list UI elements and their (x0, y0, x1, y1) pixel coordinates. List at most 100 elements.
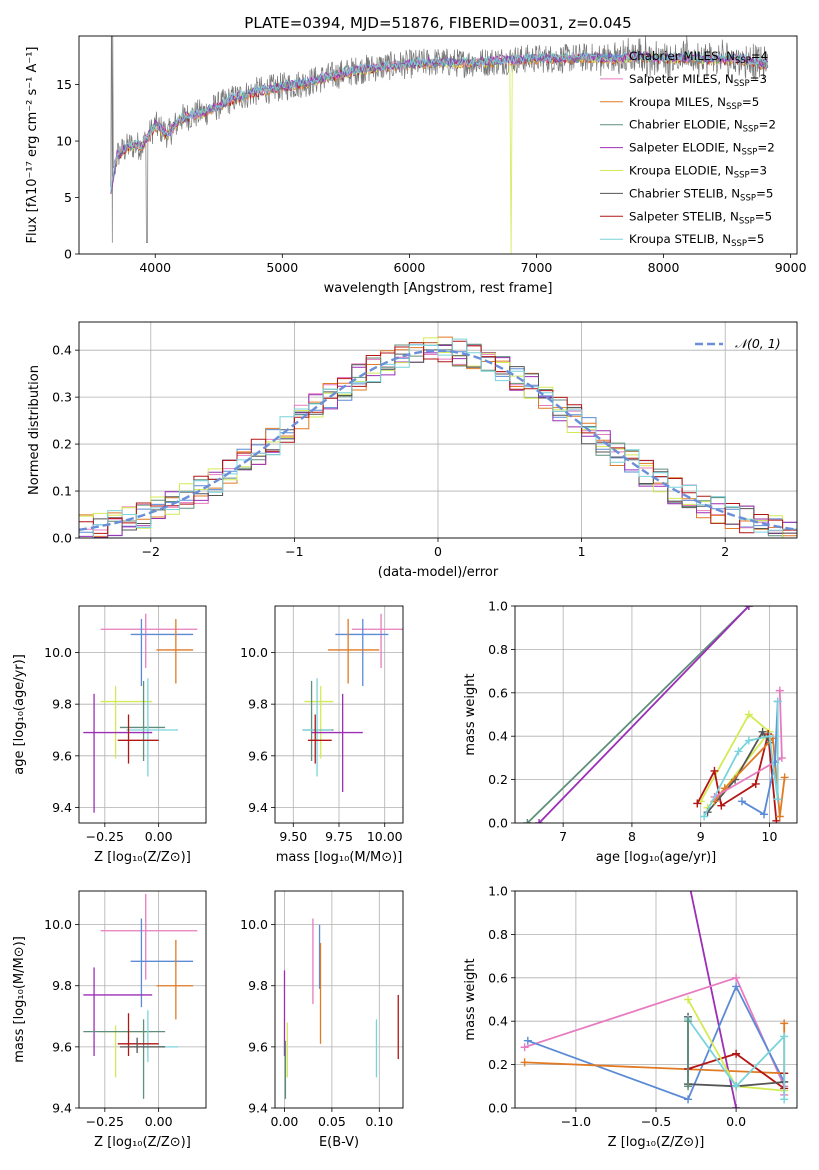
y-tick-label: 10.0 (44, 917, 72, 932)
y-axis-label: age [log₁₀(age/yr)] (12, 654, 27, 775)
weight-marker (732, 1082, 741, 1091)
legend-entry: Kroupa ELODIE, NSSP=3 (629, 164, 767, 181)
y-tick-label: 1.0 (488, 599, 508, 614)
legend-sub: SSP (726, 102, 742, 112)
y-tick-label: 9.4 (52, 800, 72, 815)
x-tick-label: 7000 (521, 260, 553, 275)
y-axis-label: mass weight (463, 673, 478, 755)
x-tick-label: 9.75 (325, 829, 353, 844)
y-tick-label: 0.8 (488, 642, 508, 657)
x-tick-label: 0.00 (145, 829, 173, 844)
x-axis-label: (data-model)/error (378, 565, 499, 580)
weight-marker (684, 874, 692, 882)
x-tick-label: 8 (628, 829, 636, 844)
legend-entry: Salpeter ELODIE, NSSP=2 (629, 141, 775, 158)
y-tick-label: 0.0 (488, 816, 508, 831)
axes-frame (514, 890, 798, 1109)
axes-frame (78, 321, 798, 539)
x-axis-label: E(B-V) (319, 1135, 359, 1150)
weight-marker (523, 1036, 532, 1045)
weight-line-blue (741, 701, 779, 816)
weight-marker (744, 736, 753, 745)
legend-tail: =2 (759, 118, 776, 132)
y-tick-label: 0.0 (488, 1101, 508, 1116)
x-tick-label: −1.0 (561, 1114, 591, 1129)
y-tick-label: 9.6 (52, 748, 72, 763)
y-tick-label: 0.6 (488, 970, 508, 985)
x-tick-label: 9.50 (279, 829, 307, 844)
weight-marker (684, 1095, 693, 1104)
weight-marker (765, 732, 774, 741)
weight-marker (775, 812, 784, 821)
legend-tail: =5 (756, 186, 773, 200)
legend-entry: Chabrier MILES, NSSP=4 (629, 49, 768, 66)
weight-marker (780, 773, 789, 782)
x-tick-label: 8000 (648, 260, 680, 275)
weight-marker (684, 995, 693, 1004)
normal-curve (79, 349, 797, 531)
weight-marker (759, 810, 768, 819)
x-tick-label: −0.5 (641, 1114, 671, 1129)
legend-tail: =3 (750, 72, 767, 86)
y-tick-label: 0.2 (52, 437, 72, 452)
weight-marker (732, 1049, 741, 1058)
legend-tail: =5 (742, 95, 759, 109)
x-tick-label: 4000 (139, 260, 171, 275)
x-axis-label: Z [log₁₀(Z/Z⊙)] (94, 1135, 191, 1150)
weight-marker (772, 816, 781, 823)
y-tick-label: 0.2 (488, 772, 508, 787)
weight-marker (732, 973, 741, 982)
weight-line-lime (699, 713, 771, 809)
y-axis-label: Flux [fλ10⁻¹⁷ erg cm⁻² s⁻¹ A⁻¹] (25, 47, 40, 244)
mass_vs_ebv-plot-area (275, 891, 403, 1108)
x-tick-label: −1 (285, 544, 303, 559)
residuals-plot-area (79, 322, 797, 538)
legend-tail: =5 (747, 232, 764, 246)
weight-line-red (696, 733, 778, 821)
y-tick-label: 0.0 (52, 531, 72, 546)
axes-frame (78, 890, 207, 1109)
x-axis-label: mass [log₁₀(M/M⊙)] (276, 850, 403, 865)
legend-entry: Chabrier ELODIE, NSSP=2 (629, 118, 776, 135)
weight-line-purple (689, 891, 737, 1108)
x-tick-label: 6000 (394, 260, 426, 275)
legend-label: Salpeter STELIB, N (629, 209, 739, 223)
x-tick-label: 10.00 (367, 829, 403, 844)
weight-marker (773, 697, 782, 706)
weight-marker (744, 606, 753, 610)
y-tick-label: 0.2 (488, 1057, 508, 1072)
y-tick-label: 0.8 (488, 927, 508, 942)
x-tick-label: 9 (697, 829, 705, 844)
axes-frame (78, 605, 207, 824)
legend-sub: SSP (734, 171, 750, 181)
axes-frame (514, 605, 798, 824)
y-tick-label: 0.4 (488, 729, 508, 744)
x-axis-label: age [log₁₀(age/yr)] (596, 850, 717, 865)
y-tick-label: 0 (64, 247, 72, 262)
x-tick-label: 1 (578, 544, 586, 559)
weight-marker (717, 801, 726, 810)
weight-marker (758, 727, 767, 736)
weight-marker (777, 753, 786, 762)
x-axis-label: Z [log₁₀(Z/Z⊙)] (608, 1135, 705, 1150)
weight-marker (780, 1032, 789, 1041)
histogram-red (79, 340, 797, 534)
legend-label: Salpeter MILES, N (629, 72, 734, 86)
legend-label: Kroupa STELIB, N (629, 232, 731, 246)
y-tick-label: 5 (64, 190, 72, 205)
weight-line-purple (538, 606, 750, 823)
mass_vs_Z-plot-area (79, 891, 206, 1108)
weight-line-cyan (703, 701, 779, 817)
model-spectrum-line-cyan (110, 50, 769, 193)
legend-label: Kroupa MILES, N (629, 95, 726, 109)
y-tick-label: 0.4 (488, 1014, 508, 1029)
age_vs_Z-plot-area (79, 606, 206, 823)
weight_vs_age-plot-area (515, 606, 797, 823)
weight-marker (520, 1043, 529, 1052)
y-axis-label: mass weight (463, 958, 478, 1040)
legend-sub: SSP (739, 216, 755, 226)
x-tick-label: 0.10 (365, 1114, 393, 1129)
spectrum-plot-area (110, 36, 769, 254)
legend-label: Chabrier ELODIE, N (629, 118, 743, 132)
axes-frame (274, 605, 404, 824)
